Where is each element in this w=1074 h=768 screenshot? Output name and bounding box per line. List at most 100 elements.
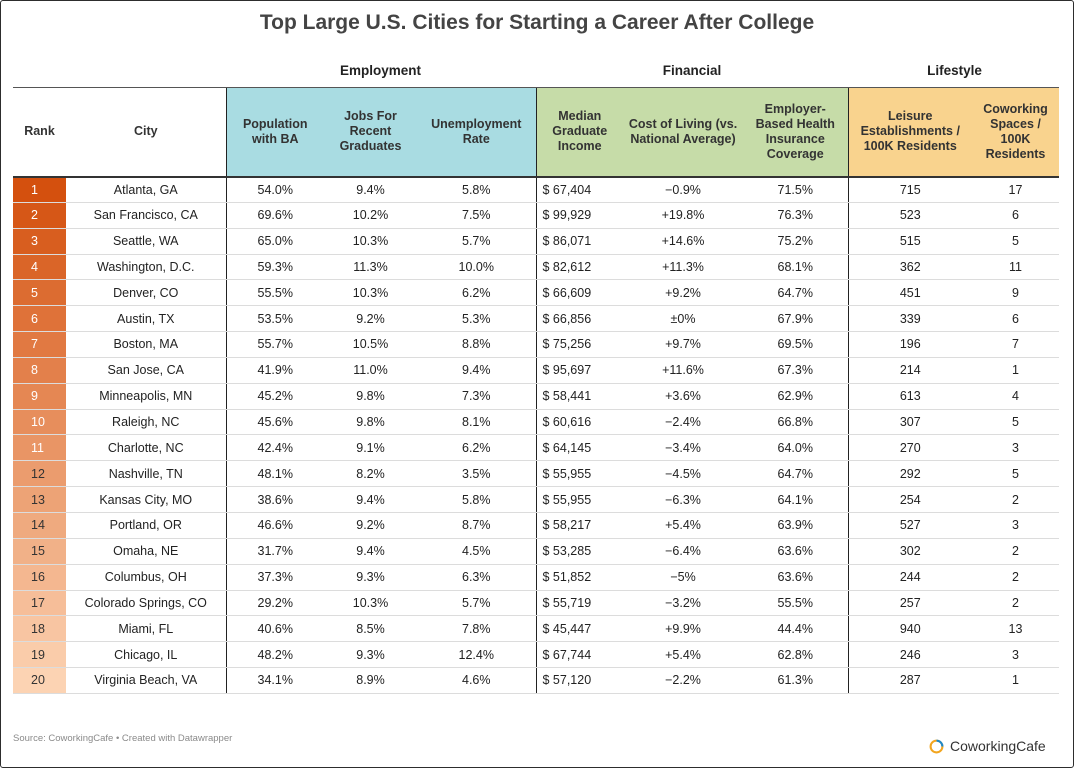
leisure-cell: 715 <box>847 176 972 203</box>
jobs-recent-cell: 9.2% <box>324 512 417 539</box>
health-insurance-cell: 55.5% <box>743 590 848 617</box>
column-header-rank[interactable]: Rank <box>13 87 66 178</box>
rank-cell: 18 <box>13 615 66 643</box>
column-header-median-income[interactable]: Median Graduate Income <box>535 87 623 178</box>
table-row: 4 Washington, D.C. 59.3% 11.3% 10.0% $ 82,612… <box>13 254 1059 281</box>
city-cell: Charlotte, NC <box>66 434 226 462</box>
column-header-health-insurance[interactable]: Employer-Based Health Insurance Coverage <box>743 87 848 178</box>
jobs-recent-cell: 10.5% <box>324 331 417 358</box>
health-insurance-cell: 67.9% <box>743 305 848 333</box>
jobs-recent-cell: 8.2% <box>324 460 417 488</box>
source-note: Source: CoworkingCafe • Created with Dat… <box>13 733 233 744</box>
column-header-unemployment-rate[interactable]: Unemployment Rate <box>417 87 536 178</box>
unemployment-cell: 5.7% <box>417 590 536 617</box>
leisure-cell: 515 <box>847 228 972 255</box>
city-cell: Washington, D.C. <box>66 254 226 281</box>
unemployment-cell: 7.5% <box>417 202 536 229</box>
cost-of-living-cell: +11.3% <box>623 254 743 281</box>
population-ba-cell: 42.4% <box>225 434 324 462</box>
city-cell: Virginia Beach, VA <box>66 667 226 694</box>
health-insurance-cell: 63.6% <box>743 538 848 565</box>
population-ba-cell: 55.7% <box>225 331 324 358</box>
population-ba-cell: 40.6% <box>225 615 324 643</box>
table-row: 2 San Francisco, CA 69.6% 10.2% 7.5% $ 99,929… <box>13 202 1059 229</box>
brand-name: CoworkingCafe <box>950 738 1046 754</box>
population-ba-cell: 55.5% <box>225 279 324 307</box>
population-ba-cell: 38.6% <box>225 486 324 513</box>
column-header-coworking[interactable]: Coworking Spaces / 100K Residents <box>972 87 1059 178</box>
health-insurance-cell: 64.0% <box>743 434 848 462</box>
city-cell: Chicago, IL <box>66 641 226 669</box>
unemployment-cell: 12.4% <box>417 641 536 669</box>
coworking-cell: 5 <box>972 409 1059 436</box>
median-income-cell: $ 67,744 <box>535 641 623 669</box>
table-row: 8 San Jose, CA 41.9% 11.0% 9.4% $ 95,697 +11.6… <box>13 357 1059 384</box>
table-row: 9 Minneapolis, MN 45.2% 9.8% 7.3% $ 58,441 +3.… <box>13 383 1059 410</box>
table-row: 12 Nashville, TN 48.1% 8.2% 3.5% $ 55,955 −4.5… <box>13 460 1059 488</box>
table-row: 18 Miami, FL 40.6% 8.5% 7.8% $ 45,447 +9.9% 44.… <box>13 615 1059 643</box>
table-row: 11 Charlotte, NC 42.4% 9.1% 6.2% $ 64,145 −3.4… <box>13 434 1059 462</box>
cost-of-living-cell: −2.2% <box>623 667 743 694</box>
column-header-jobs-recent-graduates[interactable]: Jobs For Recent Graduates <box>324 87 417 178</box>
population-ba-cell: 53.5% <box>225 305 324 333</box>
table-row: 13 Kansas City, MO 38.6% 9.4% 5.8% $ 55,955 −6… <box>13 486 1059 513</box>
rank-cell: 1 <box>13 176 66 203</box>
table-row: 16 Columbus, OH 37.3% 9.3% 6.3% $ 51,852 −5% 63… <box>13 564 1059 591</box>
leisure-cell: 307 <box>847 409 972 436</box>
rank-cell: 7 <box>13 331 66 358</box>
health-insurance-cell: 66.8% <box>743 409 848 436</box>
rank-cell: 12 <box>13 460 66 488</box>
health-insurance-cell: 76.3% <box>743 202 848 229</box>
table-row: 10 Raleigh, NC 45.6% 9.8% 8.1% $ 60,616 −2.4% 6… <box>13 409 1059 436</box>
population-ba-cell: 31.7% <box>225 538 324 565</box>
median-income-cell: $ 45,447 <box>535 615 623 643</box>
column-header-cost-of-living[interactable]: Cost of Living (vs. National Average) <box>623 87 743 178</box>
leisure-cell: 362 <box>847 254 972 281</box>
unemployment-cell: 6.2% <box>417 279 536 307</box>
unemployment-cell: 8.1% <box>417 409 536 436</box>
column-header-leisure[interactable]: Leisure Establishments / 100K Residents <box>847 87 972 178</box>
leisure-cell: 527 <box>847 512 972 539</box>
column-header-population-ba[interactable]: Population with BA <box>225 87 324 178</box>
cost-of-living-cell: +3.6% <box>623 383 743 410</box>
table-row: 1 Atlanta, GA 54.0% 9.4% 5.8% $ 67,404 −0.9% 71… <box>13 176 1059 203</box>
cost-of-living-cell: +5.4% <box>623 641 743 669</box>
median-income-cell: $ 60,616 <box>535 409 623 436</box>
jobs-recent-cell: 9.3% <box>324 564 417 591</box>
rank-cell: 6 <box>13 305 66 333</box>
cost-of-living-cell: ±0% <box>623 305 743 333</box>
population-ba-cell: 45.6% <box>225 409 324 436</box>
health-insurance-cell: 63.9% <box>743 512 848 539</box>
city-cell: Denver, CO <box>66 279 226 307</box>
population-ba-cell: 34.1% <box>225 667 324 694</box>
coworkingcafe-logo-icon <box>929 739 944 753</box>
health-insurance-cell: 68.1% <box>743 254 848 281</box>
cost-of-living-cell: +9.7% <box>623 331 743 358</box>
jobs-recent-cell: 10.3% <box>324 228 417 255</box>
health-insurance-cell: 75.2% <box>743 228 848 255</box>
cost-of-living-cell: +14.6% <box>623 228 743 255</box>
column-header-city[interactable]: City <box>66 87 226 178</box>
health-insurance-cell: 67.3% <box>743 357 848 384</box>
coworking-cell: 17 <box>972 176 1059 203</box>
coworking-cell: 2 <box>972 590 1059 617</box>
unemployment-cell: 4.6% <box>417 667 536 694</box>
group-lifestyle: Lifestyle <box>927 63 982 78</box>
leisure-cell: 940 <box>847 615 972 643</box>
rank-cell: 10 <box>13 409 66 436</box>
cost-of-living-cell: −4.5% <box>623 460 743 488</box>
rank-cell: 5 <box>13 279 66 307</box>
median-income-cell: $ 55,719 <box>535 590 623 617</box>
leisure-cell: 523 <box>847 202 972 229</box>
city-cell: Colorado Springs, CO <box>66 590 226 617</box>
rank-cell: 3 <box>13 228 66 255</box>
cost-of-living-cell: −6.3% <box>623 486 743 513</box>
jobs-recent-cell: 10.3% <box>324 590 417 617</box>
coworking-cell: 2 <box>972 538 1059 565</box>
median-income-cell: $ 58,217 <box>535 512 623 539</box>
jobs-recent-cell: 9.2% <box>324 305 417 333</box>
cost-of-living-cell: −0.9% <box>623 176 743 203</box>
median-income-cell: $ 53,285 <box>535 538 623 565</box>
city-cell: Atlanta, GA <box>66 176 226 203</box>
health-insurance-cell: 61.3% <box>743 667 848 694</box>
